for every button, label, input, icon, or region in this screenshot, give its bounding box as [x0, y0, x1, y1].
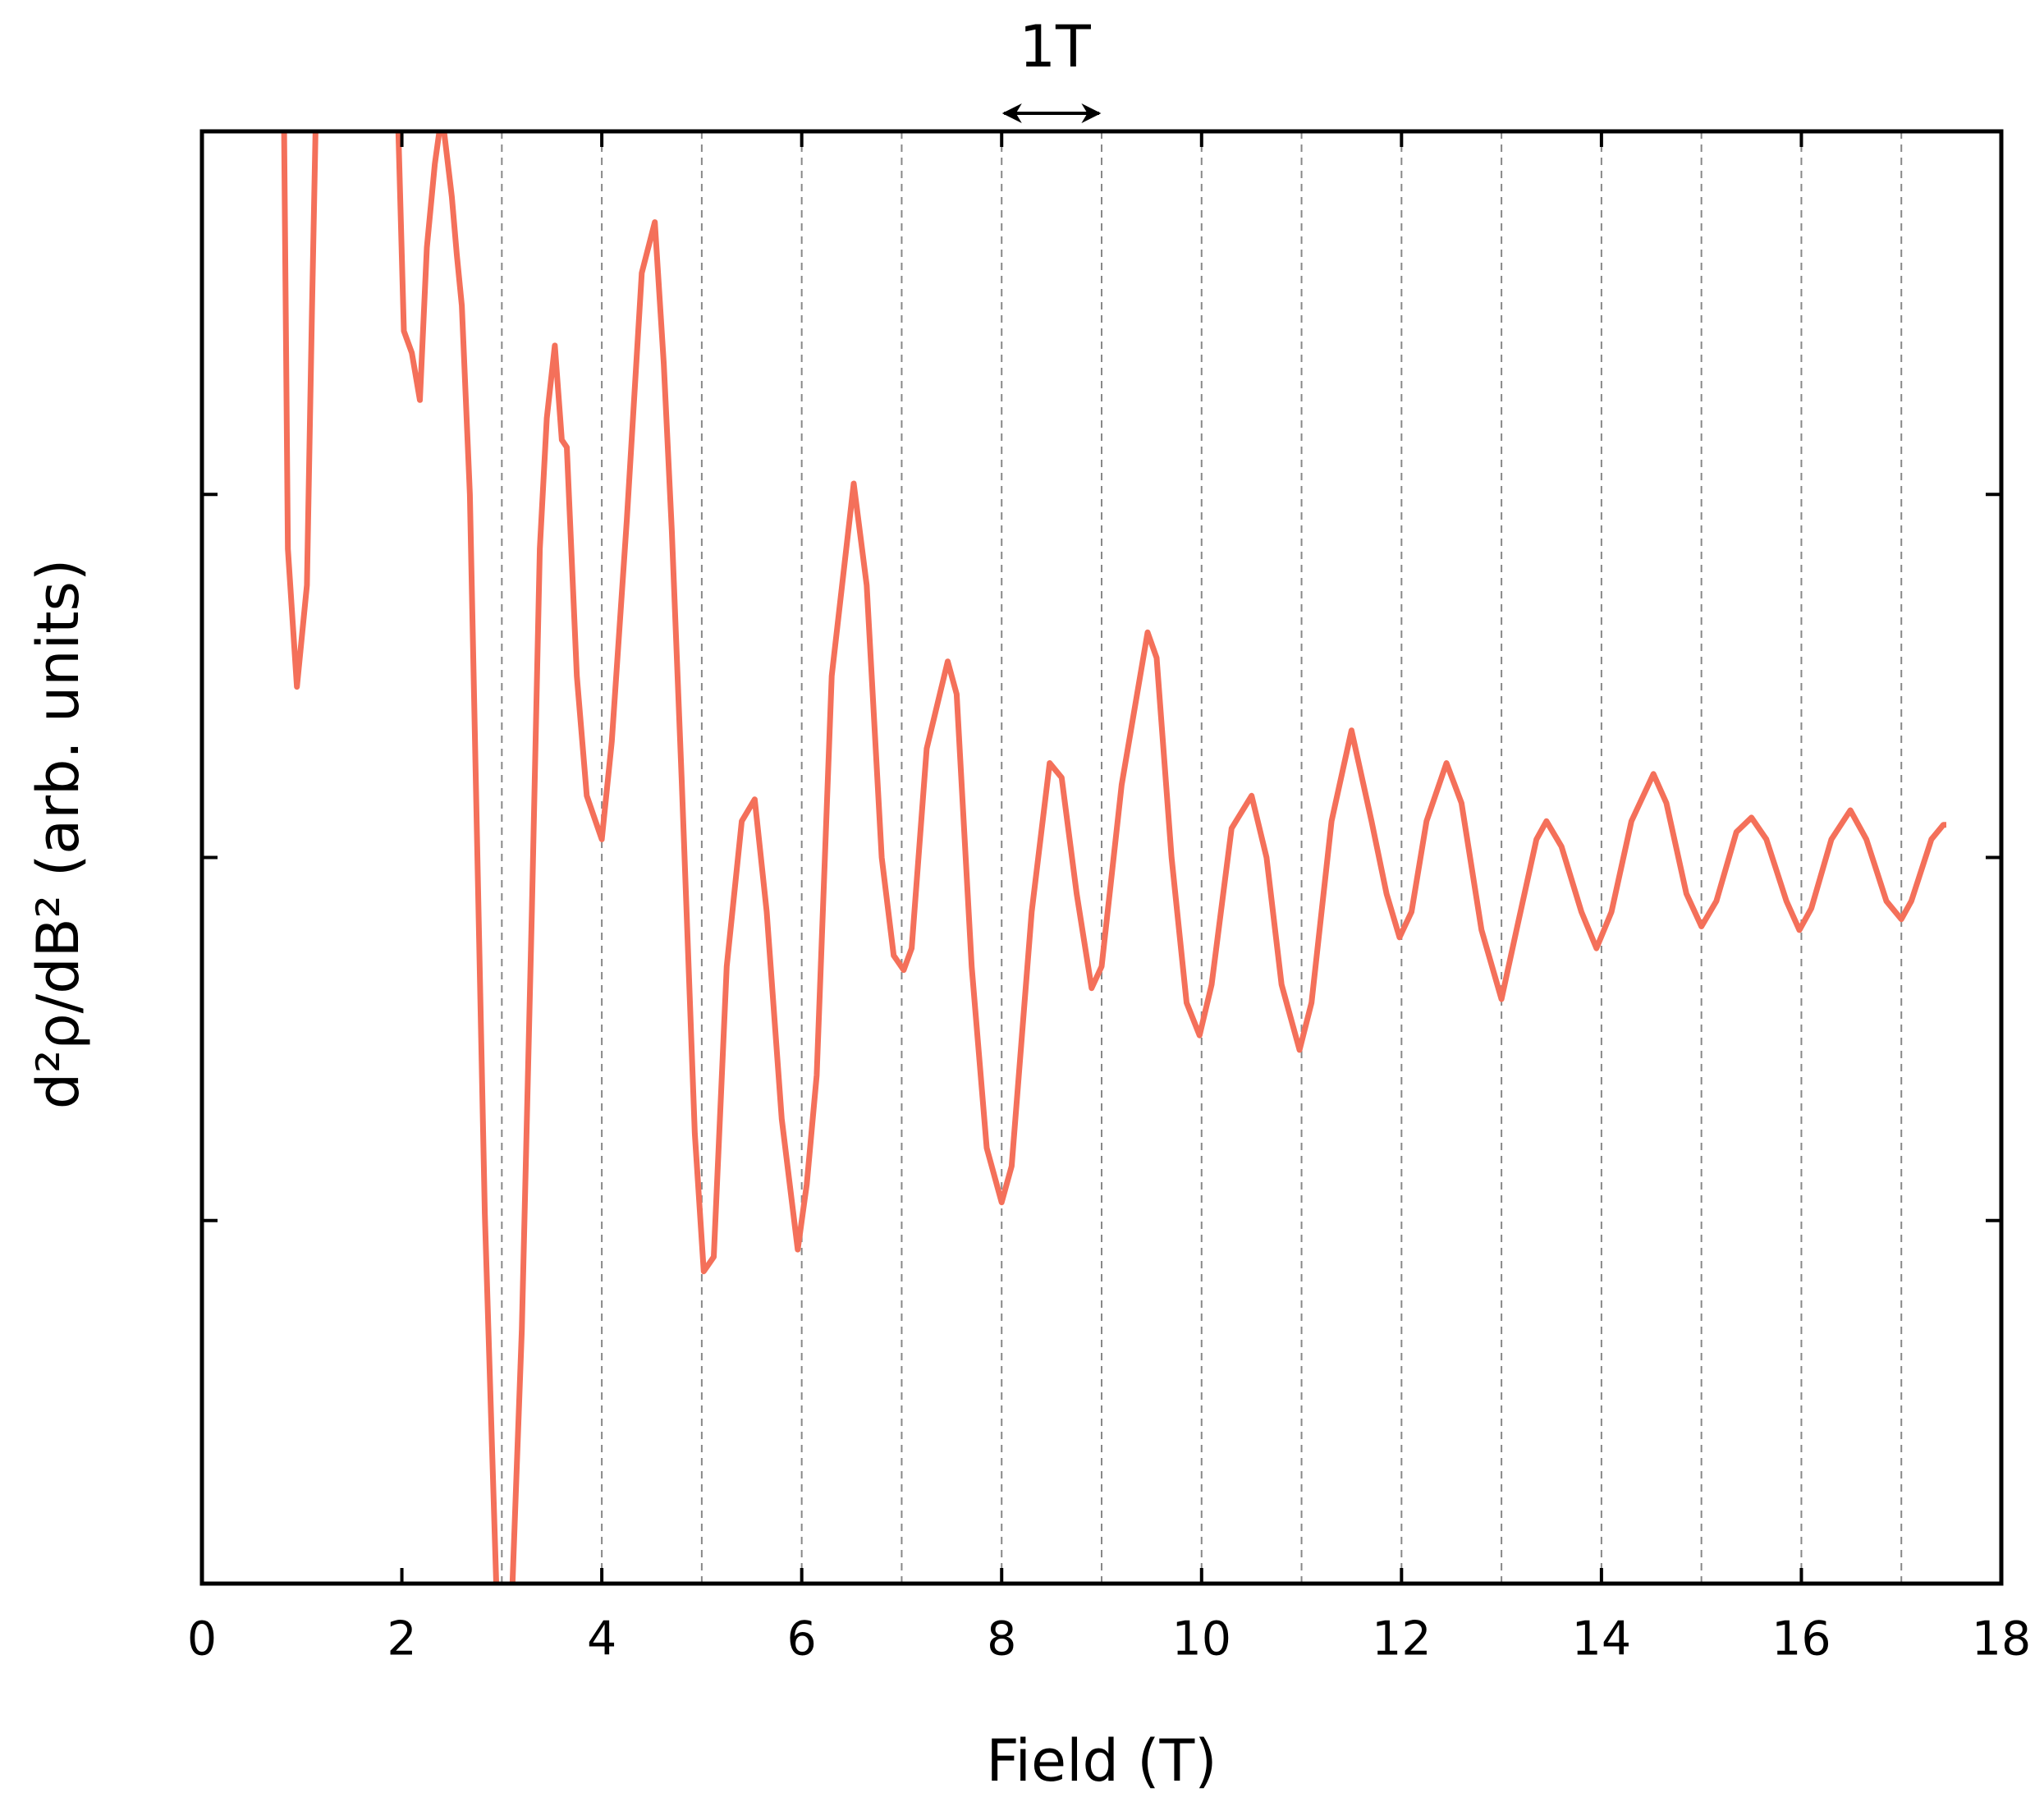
- x-tick-label: 0: [187, 1612, 217, 1667]
- x-tick-label: 18: [1972, 1612, 2032, 1667]
- x-axis-label: Field (T): [986, 1727, 1217, 1795]
- x-tick-label: 10: [1172, 1612, 1232, 1667]
- x-tick-label: 14: [1572, 1612, 1632, 1667]
- annotation-label: 1T: [1019, 13, 1091, 80]
- x-tick-label: 16: [1771, 1612, 1831, 1667]
- x-tick-label: 8: [987, 1612, 1016, 1667]
- x-tick-label: 2: [387, 1612, 416, 1667]
- x-tick-label: 6: [787, 1612, 817, 1667]
- data-line: [281, 131, 1946, 1584]
- x-tick-label: 4: [587, 1612, 616, 1667]
- y-axis-label: d²ρ/dB² (arb. units): [25, 559, 92, 1110]
- x-tick-label: 12: [1372, 1612, 1432, 1667]
